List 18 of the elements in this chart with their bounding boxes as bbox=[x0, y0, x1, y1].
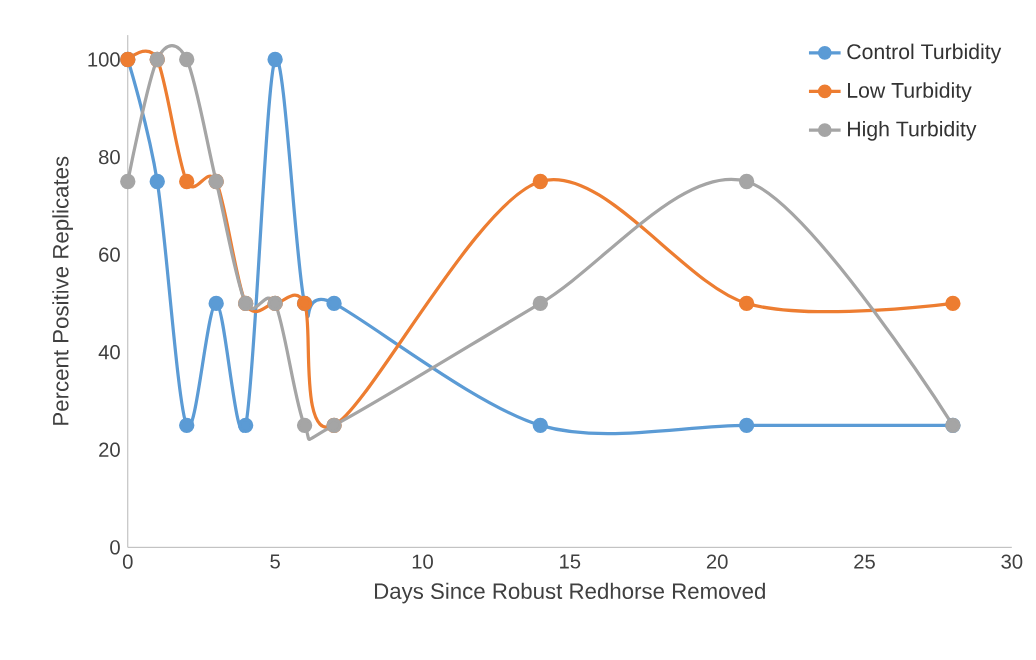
y-axis-title: Percent Positive Replicates bbox=[52, 156, 73, 425]
y-tick-label: 0 bbox=[110, 540, 120, 555]
y-tick-label: 20 bbox=[99, 442, 120, 457]
legend-label: High Turbidity bbox=[848, 120, 977, 141]
x-tick-label: 0 bbox=[122, 554, 133, 569]
x-tick-label: 15 bbox=[560, 554, 581, 569]
x-tick-label: 25 bbox=[854, 554, 875, 569]
y-tick-label: 40 bbox=[98, 344, 120, 360]
x-tick-label: 5 bbox=[270, 554, 280, 569]
y-tick-label: 100 bbox=[88, 52, 120, 67]
x-tick-label: 20 bbox=[706, 554, 728, 569]
legend-label: Control Turbidity bbox=[847, 43, 1002, 64]
y-tick-label: 60 bbox=[99, 247, 120, 262]
legend-label: Low Turbidity bbox=[848, 82, 972, 102]
x-tick-label: 10 bbox=[412, 554, 433, 569]
x-axis-title: Days Since Robust Redhorse Removed bbox=[374, 582, 765, 604]
x-tick-label: 30 bbox=[1001, 554, 1023, 569]
y-tick-label: 80 bbox=[99, 149, 120, 165]
